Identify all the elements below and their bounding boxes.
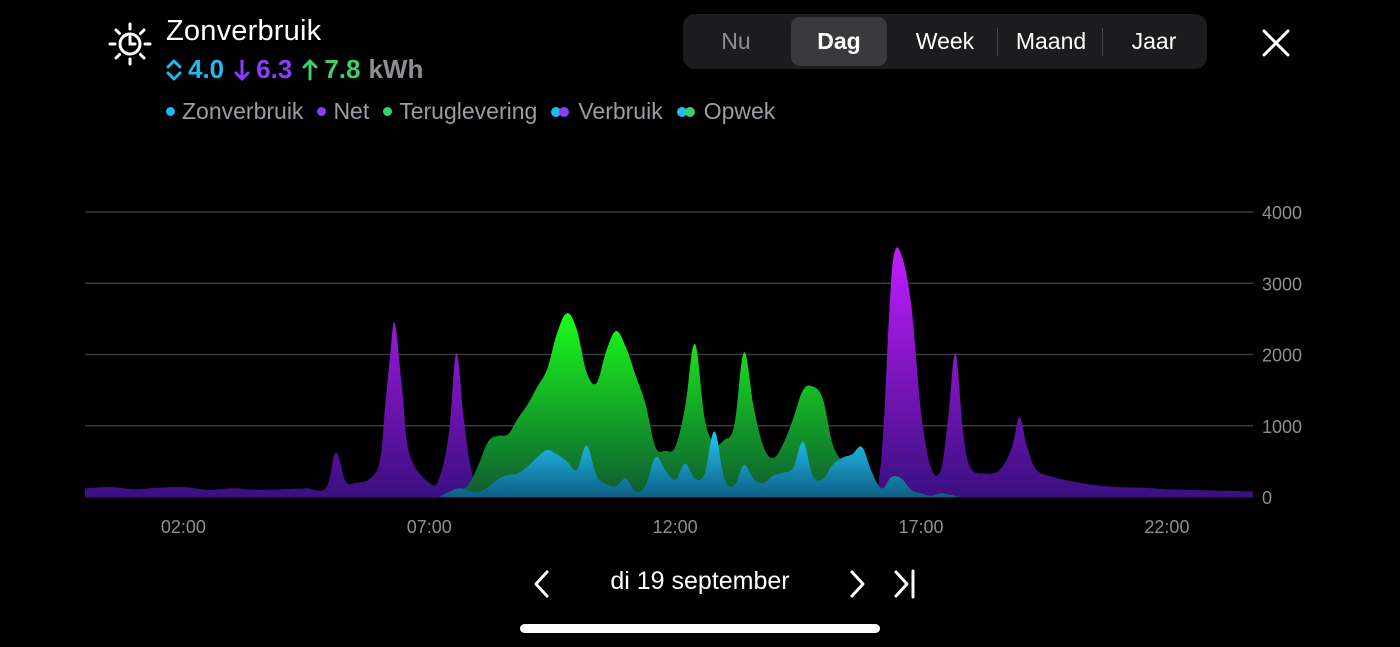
down-arrow-icon: [234, 59, 250, 80]
legend-label: Zonverbruik: [182, 98, 304, 124]
legend-dual-dot-icon: [551, 106, 571, 117]
date-label: di 19 september: [610, 567, 790, 595]
legend-label: Verbruik: [578, 98, 663, 124]
period-selector: Nu Dag Week Maand Jaar: [683, 14, 1207, 69]
self-consumption-value: 4.0: [188, 54, 225, 84]
close-icon[interactable]: [1259, 26, 1293, 60]
sun-clock-icon: [108, 22, 152, 66]
tab-separator: [997, 28, 998, 56]
y-tick-label: 1000: [1262, 417, 1302, 437]
y-tick-label: 0: [1262, 488, 1272, 508]
legend-label: Net: [333, 98, 370, 124]
next-day-chevron-icon[interactable]: [840, 567, 874, 601]
legend-dot-icon: [166, 107, 175, 116]
x-tick-label: 22:00: [1144, 517, 1189, 537]
unit-label: kWh: [368, 54, 424, 84]
updown-arrow-icon: [166, 59, 182, 80]
tab-maand[interactable]: Maand: [1015, 28, 1087, 54]
legend-item: Verbruik: [551, 98, 663, 125]
legend-item: Zonverbruik: [166, 98, 303, 125]
self-consumption-area: [439, 431, 1010, 497]
tab-week[interactable]: Week: [915, 28, 975, 54]
chart-legend: Zonverbruik Net Teruglevering Verbruik Opwek: [166, 98, 789, 125]
tab-dag[interactable]: Dag: [791, 17, 887, 66]
export-value: 7.8: [324, 54, 361, 84]
legend-item: Teruglevering: [383, 98, 537, 125]
grid-import-value: 6.3: [256, 54, 293, 84]
energy-chart: 4000 3000 2000 1000 0 02:00 07:00 12:00 17:00 22…: [85, 203, 1302, 537]
page-title: Zonverbruik: [166, 15, 322, 47]
tab-jaar[interactable]: Jaar: [1131, 28, 1177, 54]
y-tick-label: 2000: [1262, 346, 1302, 366]
home-indicator: [520, 624, 880, 633]
legend-item: Opwek: [676, 98, 776, 125]
energy-stats: 4.0 6.3 7.8 kWh: [166, 54, 423, 85]
legend-item: Net: [317, 98, 369, 125]
legend-dot-icon: [317, 107, 327, 116]
legend-dual-dot-icon: [676, 106, 697, 117]
x-tick-label: 02:00: [161, 517, 206, 537]
y-tick-label: 3000: [1262, 274, 1302, 294]
tab-separator: [1102, 28, 1103, 56]
up-arrow-icon: [302, 59, 318, 80]
previous-day-chevron-icon[interactable]: [526, 567, 560, 601]
x-tick-label: 07:00: [407, 517, 452, 537]
legend-label: Teruglevering: [399, 98, 538, 124]
jump-to-today-icon[interactable]: [888, 567, 922, 601]
x-tick-label: 12:00: [653, 517, 698, 537]
export-area: [444, 313, 892, 497]
y-tick-label: 4000: [1262, 203, 1302, 223]
x-tick-label: 17:00: [899, 517, 944, 537]
tab-nu[interactable]: Nu: [721, 28, 751, 54]
legend-label: Opwek: [703, 98, 776, 124]
legend-dot-icon: [383, 107, 393, 116]
grid-import-area: [85, 247, 1253, 497]
